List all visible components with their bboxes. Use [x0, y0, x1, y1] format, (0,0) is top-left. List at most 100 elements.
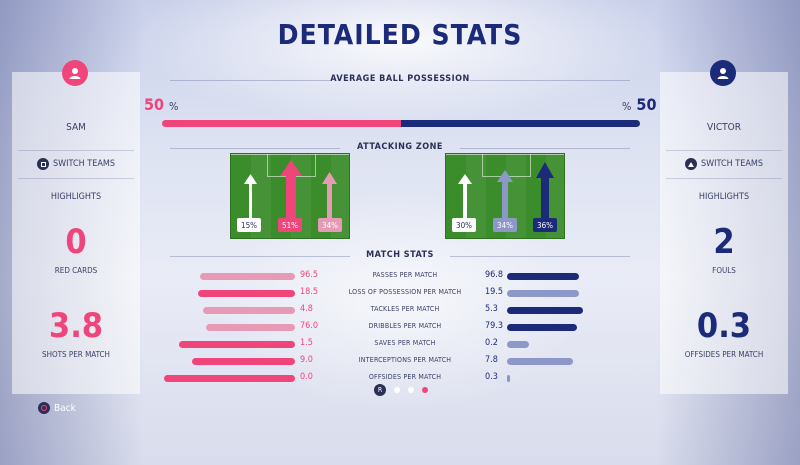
away-possession-pct: %: [622, 100, 632, 113]
home-stat-bar: [164, 375, 295, 382]
home-possession-value: 50: [144, 95, 165, 114]
away-stat-value: 5.3: [485, 304, 498, 314]
away-highlight2-label: OFFSIDES PER MATCH: [684, 350, 764, 359]
stat-label: INTERCEPTIONS PER MATCH: [358, 356, 452, 364]
home-zone-left-pct: 15%: [237, 218, 261, 232]
away-stat-bar: [507, 375, 510, 382]
home-stat-value: 9.0: [300, 355, 313, 365]
home-stat-bar: [198, 290, 295, 297]
possession-bar-home: [162, 120, 401, 127]
home-highlights-label: HIGHLIGHTS: [50, 192, 102, 202]
away-stat-bar: [507, 307, 583, 314]
away-possession: % 50: [622, 95, 656, 114]
stat-label: TACKLES PER MATCH: [370, 305, 440, 313]
away-stat-value: 19.5: [485, 287, 504, 297]
back-label: Back: [54, 402, 76, 414]
home-stat-bar: [179, 341, 295, 348]
stat-label: OFFSIDES PER MATCH: [368, 373, 442, 381]
home-highlight1-value: 0: [65, 222, 87, 262]
away-highlight1-label: FOULS: [712, 266, 736, 275]
home-stat-bar: [192, 358, 295, 365]
home-stat-bar: [206, 324, 295, 331]
page-dot-3[interactable]: [422, 387, 428, 393]
home-stat-value: 76.0: [300, 321, 319, 331]
match-stat-row: 18.5 LOSS OF POSSESSION PER MATCH 19.5: [150, 287, 650, 300]
home-attacking-zone-pitch: 15% 51% 34%: [230, 153, 350, 239]
match-stat-row: 9.0 INTERCEPTIONS PER MATCH 7.8: [150, 355, 650, 368]
away-stat-bar: [507, 273, 579, 280]
home-switch-teams-button[interactable]: SWITCH TEAMS: [12, 158, 140, 170]
stat-label: DRIBBLES PER MATCH: [368, 322, 442, 330]
home-zone-center-pct: 51%: [278, 218, 302, 232]
away-possession-value: 50: [636, 95, 657, 114]
away-stat-value: 7.8: [485, 355, 498, 365]
divider: [666, 178, 782, 179]
possession-section-title: AVERAGE BALL POSSESSION: [150, 74, 650, 84]
home-possession-pct: %: [169, 100, 179, 113]
away-highlight2-value: 0.3: [696, 306, 752, 346]
attacking-zone-section-title: ATTACKING ZONE: [150, 142, 650, 152]
match-stat-row: 0.0 OFFSIDES PER MATCH 0.3: [150, 372, 650, 385]
home-switch-teams-label: SWITCH TEAMS: [53, 159, 115, 169]
home-stat-value: 0.0: [300, 372, 313, 382]
possession-bar: [162, 120, 640, 127]
away-avatar-user-icon: [710, 60, 736, 86]
away-zone-right-pct: 36%: [533, 218, 557, 232]
away-zone-arrow-center: [497, 170, 513, 218]
away-stat-bar: [507, 358, 573, 365]
divider: [666, 150, 782, 151]
home-player-panel: SAM SWITCH TEAMS HIGHLIGHTS 0 RED CARDS …: [12, 60, 140, 394]
home-stat-value: 4.8: [300, 304, 313, 314]
home-stat-value: 1.5: [300, 338, 313, 348]
away-switch-teams-button[interactable]: SWITCH TEAMS: [660, 158, 788, 170]
away-stat-value: 79.3: [485, 321, 504, 331]
home-zone-arrows: [244, 160, 337, 218]
stat-label: LOSS OF POSSESSION PER MATCH: [348, 288, 462, 296]
away-attacking-zone-pitch: 30% 34% 36%: [445, 153, 565, 239]
home-highlight2-value: 3.8: [48, 306, 104, 346]
page-title: DETAILED STATS: [277, 18, 523, 51]
away-zone-arrow-right: [536, 162, 554, 218]
match-stat-row: 96.5 PASSES PER MATCH 96.8: [150, 270, 650, 283]
match-stat-row: 1.5 SAVES PER MATCH 0.2: [150, 338, 650, 351]
home-avatar-user-icon: [62, 60, 88, 86]
square-button-icon: [37, 158, 49, 170]
home-highlight1-label: RED CARDS: [54, 266, 98, 275]
circle-button-icon: [38, 402, 50, 414]
r-button-icon[interactable]: R: [374, 384, 386, 396]
away-stat-bar: [507, 324, 577, 331]
away-zone-center-pct: 34%: [493, 218, 517, 232]
match-stat-row: 76.0 DRIBBLES PER MATCH 79.3: [150, 321, 650, 334]
away-zone-left-pct: 30%: [452, 218, 476, 232]
away-highlight1-value: 2: [713, 222, 735, 262]
back-button[interactable]: Back: [38, 402, 76, 414]
away-player-panel: VICTOR SWITCH TEAMS HIGHLIGHTS 2 FOULS 0…: [660, 60, 788, 394]
home-zone-arrow-center: [280, 160, 302, 218]
home-stat-value: 96.5: [300, 270, 319, 280]
stat-label: PASSES PER MATCH: [372, 271, 438, 279]
page-dot-1[interactable]: [394, 387, 400, 393]
divider: [18, 150, 134, 151]
home-zone-right-pct: 34%: [318, 218, 342, 232]
home-player-name: SAM: [66, 122, 86, 133]
away-stat-bar: [507, 290, 579, 297]
home-highlight2-label: SHOTS PER MATCH: [42, 350, 110, 359]
page-dot-2[interactable]: [408, 387, 414, 393]
home-stat-bar: [200, 273, 295, 280]
home-stat-bar: [203, 307, 295, 314]
pager: R: [374, 384, 428, 396]
away-stat-value: 96.8: [485, 270, 504, 280]
match-stats-section-title: MATCH STATS: [150, 250, 650, 260]
home-zone-arrow-right: [322, 172, 337, 218]
away-player-name: VICTOR: [707, 122, 741, 133]
away-stat-bar: [507, 341, 529, 348]
away-stat-value: 0.3: [485, 372, 498, 382]
home-possession: 50 %: [144, 95, 178, 114]
away-zone-arrows: [458, 162, 554, 218]
away-zone-arrow-left: [458, 174, 472, 218]
stat-label: SAVES PER MATCH: [374, 339, 436, 347]
away-highlights-label: HIGHLIGHTS: [698, 192, 750, 202]
away-switch-teams-label: SWITCH TEAMS: [701, 159, 763, 169]
possession-bar-away: [401, 120, 640, 127]
triangle-button-icon: [685, 158, 697, 170]
